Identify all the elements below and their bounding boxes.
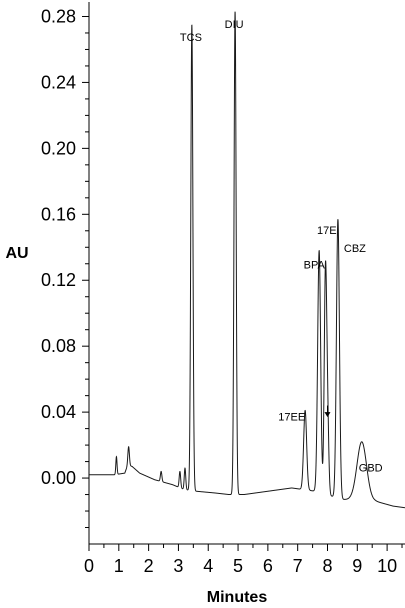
x-tick-label: 6	[263, 556, 273, 576]
x-tick-label: 9	[352, 556, 362, 576]
y-tick-label: 0.08	[41, 336, 76, 356]
x-tick-label: 4	[203, 556, 213, 576]
peak-labels: TCS DIU 17EE BPA 17E CBZ GBD	[180, 19, 383, 474]
x-tick-label: 1	[114, 556, 124, 576]
x-tick-label: 8	[322, 556, 332, 576]
peak-label-cbz: CBZ	[344, 243, 366, 255]
peak-label-17e: 17E	[317, 225, 337, 237]
y-tick-label: 0.20	[41, 138, 76, 158]
y-tick-label: 0.00	[41, 468, 76, 488]
y-tick-label: 0.04	[41, 402, 76, 422]
peak-label-diu: DIU	[225, 19, 244, 31]
x-tick-label: 7	[293, 556, 303, 576]
peak-label-gbd: GBD	[359, 462, 383, 474]
peak-label-17ee: 17EE	[278, 411, 305, 423]
arrow-head-icon	[324, 412, 331, 418]
y-tick-label: 0.16	[41, 204, 76, 224]
x-tick-label: 2	[144, 556, 154, 576]
y-axis-ticks: 0.00 0.04 0.08 0.12 0.16 0.20 0.24 0.28	[41, 6, 89, 529]
chromatogram-trace	[89, 11, 405, 509]
peak-label-bpa: BPA	[304, 260, 326, 272]
chromatogram-series	[89, 11, 405, 509]
y-tick-label: 0.24	[41, 72, 76, 92]
y-axis-title: AU	[5, 245, 28, 262]
x-tick-label: 10	[377, 556, 397, 576]
y-tick-label: 0.28	[41, 6, 76, 26]
x-tick-label: 5	[233, 556, 243, 576]
x-tick-label: 3	[173, 556, 183, 576]
y-tick-label: 0.12	[41, 270, 76, 290]
peak-label-tcs: TCS	[180, 32, 202, 44]
x-axis-ticks: 0 1 2 3 4 5 6 7 8 9 10	[84, 544, 403, 576]
x-axis-title: Minutes	[207, 589, 268, 606]
x-tick-label: 0	[84, 556, 94, 576]
axes	[88, 2, 405, 545]
